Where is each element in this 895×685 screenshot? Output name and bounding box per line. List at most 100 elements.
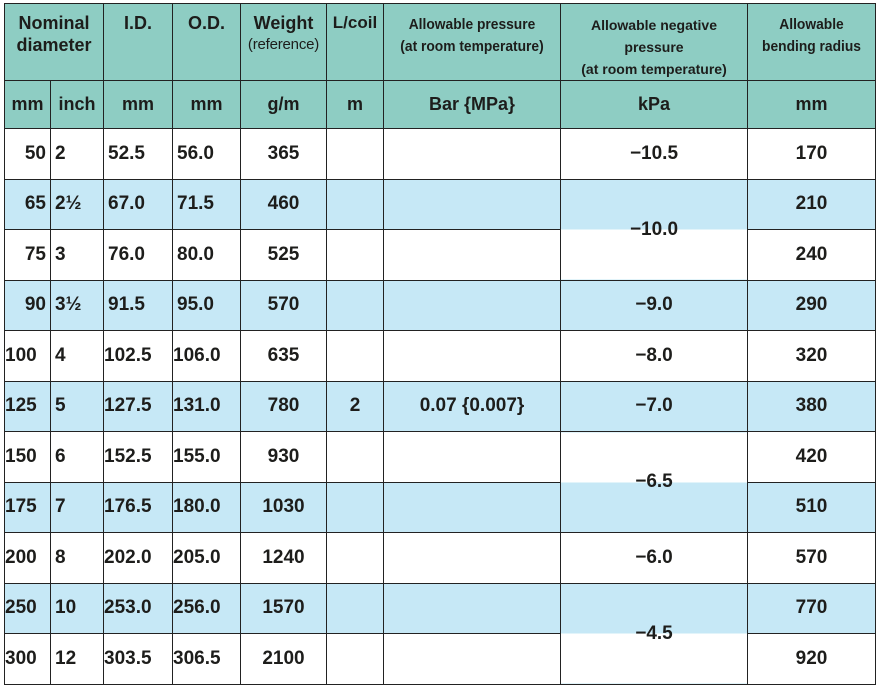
cell-mm: 200 bbox=[4, 532, 51, 584]
cell-bend: 420 bbox=[747, 431, 876, 483]
table-row: 90 3½ 91.5 95.0 570 −9.0 290 bbox=[4, 279, 876, 331]
cell-id: 67.0 bbox=[103, 178, 173, 230]
header-allowable-negative-pressure: Allowable negative pressure (at room tem… bbox=[560, 3, 748, 81]
header-weight-sub: (reference) bbox=[247, 36, 320, 53]
unit-pressure: Bar {MPa} bbox=[383, 80, 561, 129]
table-row: 250 10 253.0 256.0 1570 −4.5 770 bbox=[4, 582, 876, 685]
cell-inch: 2½ bbox=[50, 178, 104, 230]
cell-pressure-empty bbox=[383, 229, 561, 281]
cell-bend: 320 bbox=[747, 330, 876, 382]
cell-weight: 460 bbox=[240, 178, 327, 230]
cell-mm: 75 bbox=[4, 229, 51, 281]
table-row: 300 12 303.5 306.5 2100 920 bbox=[4, 633, 876, 685]
cell-mm: 300 bbox=[4, 633, 51, 685]
cell-inch: 6 bbox=[50, 431, 104, 483]
cell-lcoil-empty bbox=[326, 128, 384, 180]
cell-pressure-empty bbox=[383, 330, 561, 382]
header-lcoil: L/coil bbox=[326, 3, 384, 81]
cell-inch: 12 bbox=[50, 633, 104, 685]
unit-inch: inch bbox=[50, 80, 104, 129]
header-pressure-label: Allowable pressure bbox=[408, 16, 536, 33]
cell-bend: 210 bbox=[747, 178, 876, 230]
cell-weight: 780 bbox=[240, 380, 327, 432]
cell-bend: 240 bbox=[747, 229, 876, 281]
cell-neg-pressure: −10.5 bbox=[560, 128, 748, 180]
cell-id: 303.5 bbox=[103, 633, 173, 685]
cell-id: 127.5 bbox=[103, 380, 173, 432]
cell-weight: 1570 bbox=[240, 582, 327, 634]
cell-weight: 365 bbox=[240, 128, 327, 180]
header-allowable-pressure: Allowable pressure (at room temperature) bbox=[383, 3, 561, 81]
cell-id: 91.5 bbox=[103, 279, 173, 331]
unit-bend: mm bbox=[747, 80, 876, 129]
cell-lcoil-empty bbox=[326, 279, 384, 331]
table-row: 200 8 202.0 205.0 1240 −6.0 570 bbox=[4, 532, 876, 584]
cell-od: 71.5 bbox=[172, 178, 241, 230]
cell-inch: 8 bbox=[50, 532, 104, 584]
cell-inch: 10 bbox=[50, 582, 104, 634]
cell-lcoil: 2 bbox=[326, 380, 384, 432]
cell-id: 152.5 bbox=[103, 431, 173, 483]
table-row: 75 3 76.0 80.0 525 240 bbox=[4, 229, 876, 281]
cell-od: 106.0 bbox=[172, 330, 241, 382]
cell-lcoil-empty bbox=[326, 431, 384, 483]
unit-id: mm bbox=[103, 80, 173, 129]
cell-weight: 2100 bbox=[240, 633, 327, 685]
cell-id: 102.5 bbox=[103, 330, 173, 382]
cell-neg-pressure: −10.0 bbox=[560, 178, 748, 281]
cell-pressure-empty bbox=[383, 582, 561, 634]
cell-bend: 770 bbox=[747, 582, 876, 634]
cell-neg-pressure: −4.5 bbox=[560, 582, 748, 685]
header-bending-radius: Allowable bending radius bbox=[747, 3, 876, 81]
cell-inch: 3½ bbox=[50, 279, 104, 331]
cell-lcoil-empty bbox=[326, 178, 384, 230]
cell-neg-pressure: −6.0 bbox=[560, 532, 748, 584]
header-nominal-line1: Nominal bbox=[18, 13, 90, 33]
cell-inch: 5 bbox=[50, 380, 104, 432]
cell-bend: 380 bbox=[747, 380, 876, 432]
cell-bend: 170 bbox=[747, 128, 876, 180]
header-nominal-line2: diameter bbox=[16, 35, 92, 55]
cell-od: 256.0 bbox=[172, 582, 241, 634]
cell-pressure-empty bbox=[383, 178, 561, 230]
header-neg-pressure-label: Allowable negative pressure bbox=[590, 17, 718, 55]
cell-pressure-empty bbox=[383, 532, 561, 584]
unit-od: mm bbox=[172, 80, 241, 129]
cell-mm: 100 bbox=[4, 330, 51, 382]
cell-lcoil-empty bbox=[326, 633, 384, 685]
cell-weight: 635 bbox=[240, 330, 327, 382]
table-row: 175 7 176.5 180.0 1030 510 bbox=[4, 481, 876, 533]
cell-weight: 525 bbox=[240, 229, 327, 281]
cell-pressure-empty bbox=[383, 279, 561, 331]
cell-neg-pressure: −9.0 bbox=[560, 279, 748, 331]
cell-mm: 50 bbox=[4, 128, 51, 180]
spec-table-wrapper: Nominal diameter I.D. O.D. Weight (refer… bbox=[4, 3, 876, 685]
cell-od: 306.5 bbox=[172, 633, 241, 685]
cell-weight: 930 bbox=[240, 431, 327, 483]
header-pressure-sub: (at room temperature) bbox=[400, 38, 544, 55]
cell-neg-pressure: −7.0 bbox=[560, 380, 748, 432]
cell-od: 56.0 bbox=[172, 128, 241, 180]
header-bend-line1: Allowable bbox=[779, 16, 844, 33]
cell-mm: 250 bbox=[4, 582, 51, 634]
header-nominal-diameter: Nominal diameter bbox=[4, 3, 104, 81]
table-row: 65 2½ 67.0 71.5 460 −10.0 210 bbox=[4, 178, 876, 281]
cell-mm: 125 bbox=[4, 380, 51, 432]
cell-pressure-empty bbox=[383, 128, 561, 180]
cell-inch: 7 bbox=[50, 481, 104, 533]
cell-pressure: 0.07 {0.007} bbox=[383, 380, 561, 432]
cell-bend: 510 bbox=[747, 481, 876, 533]
header-neg-pressure-sub: (at room temperature) bbox=[581, 61, 727, 77]
header-weight-label: Weight bbox=[253, 13, 314, 33]
cell-od: 180.0 bbox=[172, 481, 241, 533]
header-id: I.D. bbox=[103, 3, 173, 81]
cell-pressure-empty bbox=[383, 431, 561, 483]
unit-mm: mm bbox=[4, 80, 51, 129]
cell-inch: 2 bbox=[50, 128, 104, 180]
cell-lcoil-empty bbox=[326, 582, 384, 634]
cell-lcoil-empty bbox=[326, 481, 384, 533]
cell-od: 95.0 bbox=[172, 279, 241, 331]
table-row: 150 6 152.5 155.0 930 −6.5 420 bbox=[4, 431, 876, 533]
cell-id: 202.0 bbox=[103, 532, 173, 584]
header-od: O.D. bbox=[172, 3, 241, 81]
